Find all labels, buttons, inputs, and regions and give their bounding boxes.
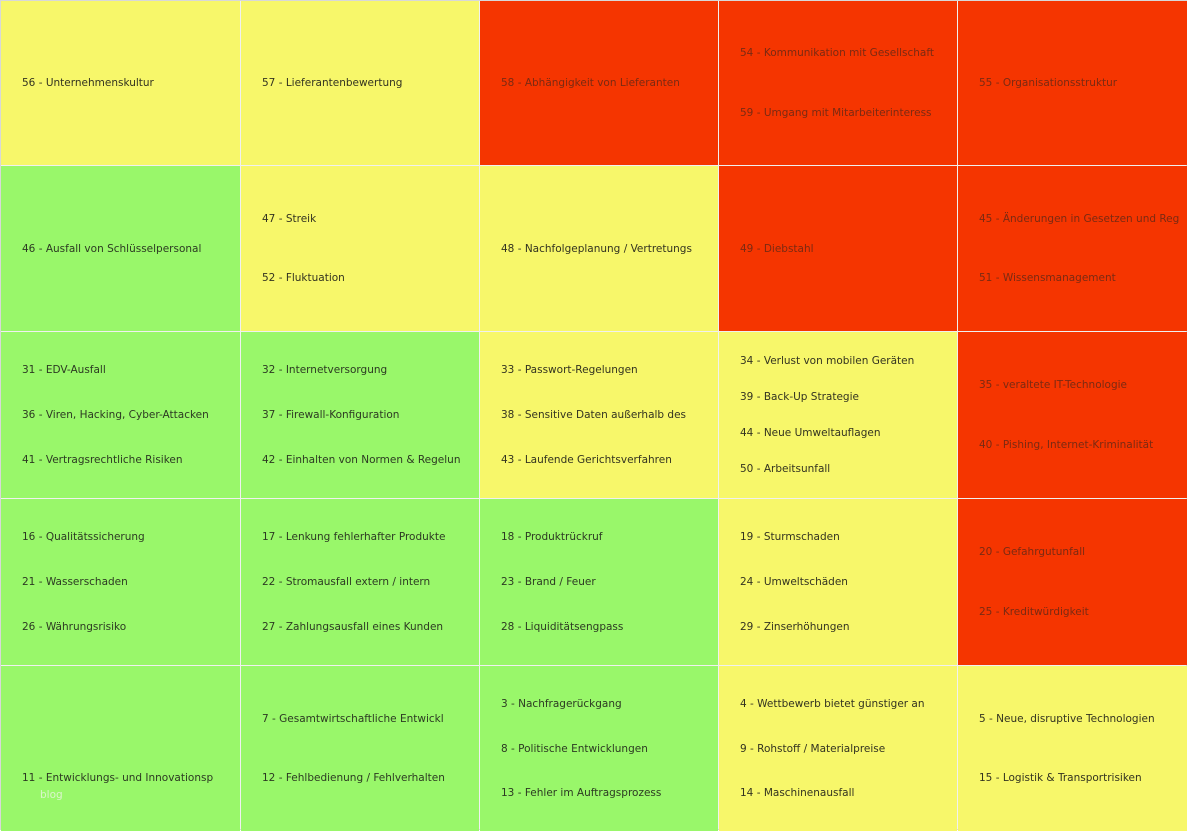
risk-item: 4 - Wettbewerb bietet günstiger an (740, 697, 925, 710)
risk-item: 25 - Kreditwürdigkeit (979, 606, 1089, 618)
risk-item: 41 - Vertragsrechtliche Risiken (22, 454, 183, 466)
risk-item: 43 - Laufende Gerichtsverfahren (501, 454, 672, 466)
risk-item: 47 - Streik (262, 212, 317, 225)
matrix-cell[interactable]: 20 - Gefahrgutunfall 25 - Kreditwürdigkei… (958, 499, 1187, 665)
risk-item: 16 - Qualitätssicherung (22, 531, 145, 543)
risk-item: 57 - Lieferantenbewertung (262, 77, 403, 89)
risk-item: 59 - Umgang mit Mitarbeiterinteress (740, 106, 932, 119)
risk-item (22, 712, 240, 726)
risk-item: 55 - Organisationsstruktur (979, 77, 1118, 89)
matrix-cell[interactable]: 4 - Wettbewerb bietet günstiger an 9 - Ro… (719, 666, 957, 831)
risk-item: 58 - Abhängigkeit von Lieferanten (501, 77, 680, 89)
matrix-cell[interactable]: 11 - Entwicklungs- und Innovationsp (1, 666, 240, 831)
matrix-cell[interactable]: 48 - Nachfolgeplanung / Vertretungs (480, 166, 718, 331)
matrix-cell[interactable]: 18 - Produktrückruf 23 - Brand / Feuer 28 … (480, 499, 718, 665)
risk-item: 26 - Währungsrisiko (22, 621, 127, 633)
matrix-cell[interactable]: 56 - Unternehmenskultur (1, 1, 240, 165)
risk-item: 52 - Fluktuation (262, 272, 345, 285)
risk-item: 42 - Einhalten von Normen & Regelun (262, 454, 461, 466)
matrix-cell[interactable]: 58 - Abhängigkeit von Lieferanten (480, 1, 718, 165)
matrix-cell[interactable]: 32 - Internetversorgung 37 - Firewall-Kon… (241, 332, 479, 498)
risk-item: 18 - Produktrückruf (501, 531, 603, 543)
risk-item: 20 - Gefahrgutunfall (979, 546, 1086, 558)
risk-item: 51 - Wissensmanagement (979, 272, 1116, 285)
risk-item: 46 - Ausfall von Schlüsselpersonal (22, 242, 202, 255)
risk-item: 37 - Firewall-Konfiguration (262, 409, 400, 421)
matrix-cell[interactable]: 46 - Ausfall von Schlüsselpersonal (1, 166, 240, 331)
matrix-cell[interactable]: 45 - Änderungen in Gesetzen und Reg 51 - … (958, 166, 1187, 331)
risk-item: 35 - veraltete IT-Technologie (979, 379, 1128, 391)
matrix-cell[interactable]: 17 - Lenkung fehlerhafter Produkte 22 - S… (241, 499, 479, 665)
risk-item: 49 - Diebstahl (740, 242, 814, 255)
risk-item: 28 - Liquiditätsengpass (501, 621, 624, 633)
risk-item: 38 - Sensitive Daten außerhalb des (501, 409, 687, 421)
risk-item: 27 - Zahlungsausfall eines Kunden (262, 621, 444, 633)
matrix-cell[interactable]: 31 - EDV-Ausfall 36 - Viren, Hacking, Cyb… (1, 332, 240, 498)
risk-item: 15 - Logistik & Transportrisiken (979, 772, 1142, 785)
risk-item: 45 - Änderungen in Gesetzen und Reg (979, 212, 1180, 225)
matrix-cell[interactable]: 3 - Nachfragerückgang 8 - Politische Entw… (480, 666, 718, 831)
risk-item: 50 - Arbeitsunfall (740, 463, 831, 475)
risk-item: 29 - Zinserhöhungen (740, 621, 850, 633)
risk-item: 23 - Brand / Feuer (501, 576, 596, 588)
risk-item: 40 - Pishing, Internet-Kriminalität (979, 439, 1154, 451)
matrix-cell[interactable]: 35 - veraltete IT-Technologie 40 - Pishin… (958, 332, 1187, 498)
risk-item: 33 - Passwort-Regelungen (501, 364, 638, 376)
risk-item: 39 - Back-Up Strategie (740, 391, 859, 403)
matrix-cell[interactable]: 7 - Gesamtwirtschaftliche Entwickl 12 - F… (241, 666, 479, 831)
matrix-cell[interactable]: 49 - Diebstahl (719, 166, 957, 331)
matrix-cell[interactable]: 33 - Passwort-Regelungen 38 - Sensitive D… (480, 332, 718, 498)
risk-item: 56 - Unternehmenskultur (22, 77, 154, 89)
matrix-cell[interactable]: 34 - Verlust von mobilen Geräten 39 - Bac… (719, 332, 957, 498)
risk-item: 31 - EDV-Ausfall (22, 364, 106, 376)
risk-item: 3 - Nachfragerückgang (501, 697, 622, 710)
risk-item: 12 - Fehlbedienung / Fehlverhalten (262, 772, 445, 785)
risk-item: 34 - Verlust von mobilen Geräten (740, 355, 915, 367)
risk-item: 22 - Stromausfall extern / intern (262, 576, 431, 588)
matrix-cell[interactable]: 19 - Sturmschaden 24 - Umweltschäden 29 - … (719, 499, 957, 665)
risk-item: 44 - Neue Umweltauflagen (740, 427, 881, 439)
risk-item: 24 - Umweltschäden (740, 576, 848, 588)
risk-item: 48 - Nachfolgeplanung / Vertretungs (501, 242, 692, 255)
risk-item: 5 - Neue, disruptive Technologien (979, 712, 1155, 725)
matrix-cell[interactable]: 16 - Qualitätssicherung 21 - Wasserschade… (1, 499, 240, 665)
risk-item: 13 - Fehler im Auftragsprozess (501, 787, 662, 800)
risk-item: 54 - Kommunikation mit Gesellschaft (740, 47, 934, 60)
matrix-cell[interactable]: 54 - Kommunikation mit Gesellschaft 59 - … (719, 1, 957, 165)
watermark-text: blog (40, 789, 63, 801)
risk-item: 21 - Wasserschaden (22, 576, 128, 588)
risk-item: 36 - Viren, Hacking, Cyber-Attacken (22, 409, 209, 421)
matrix-cell[interactable]: 57 - Lieferantenbewertung (241, 1, 479, 165)
matrix-cell[interactable]: 5 - Neue, disruptive Technologien 15 - Lo… (958, 666, 1187, 831)
matrix-cell[interactable]: 55 - Organisationsstruktur (958, 1, 1187, 165)
risk-item: 9 - Rohstoff / Materialpreise (740, 742, 886, 755)
risk-item: 17 - Lenkung fehlerhafter Produkte (262, 531, 446, 543)
risk-item: 7 - Gesamtwirtschaftliche Entwickl (262, 712, 444, 725)
risk-item: 11 - Entwicklungs- und Innovationsp (22, 772, 214, 785)
risk-item: 14 - Maschinenausfall (740, 787, 855, 800)
matrix-cell[interactable]: 47 - Streik 52 - Fluktuation (241, 166, 479, 331)
risk-item: 19 - Sturmschaden (740, 531, 840, 543)
risk-item: 32 - Internetversorgung (262, 364, 388, 376)
risk-item: 8 - Politische Entwicklungen (501, 742, 648, 755)
